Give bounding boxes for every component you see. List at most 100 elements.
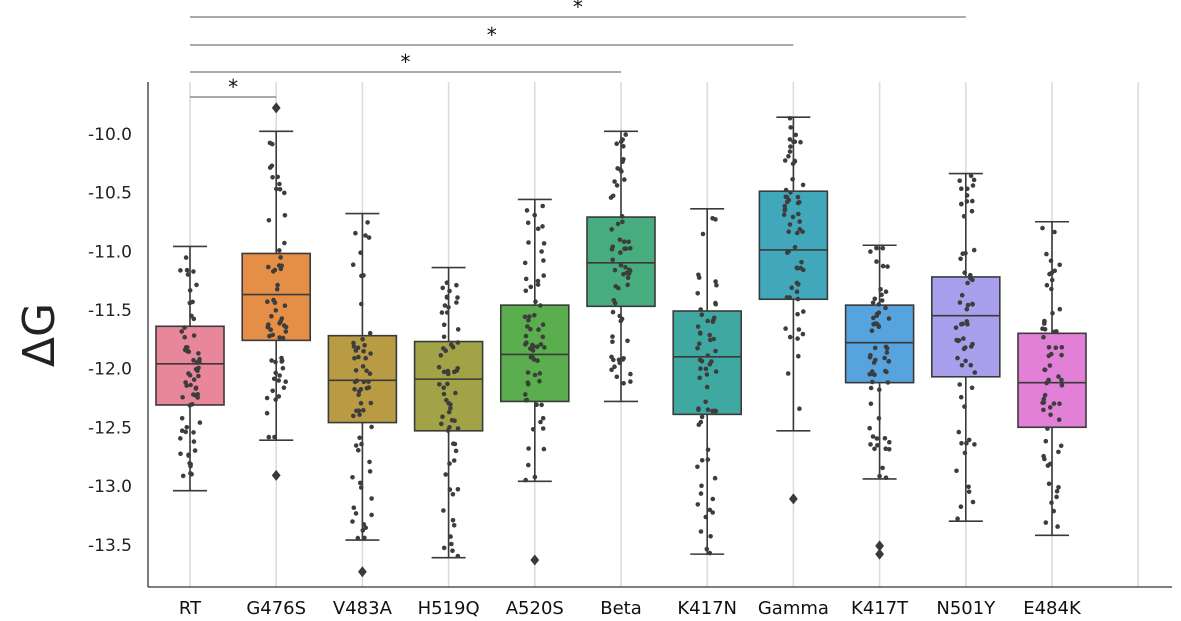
y-tick-label: -10.5 [88,184,132,204]
data-point [966,437,972,443]
data-point [711,336,717,342]
data-point [798,265,803,271]
data-point [451,458,457,463]
data-point [972,370,978,375]
data-point [1048,412,1053,418]
data-point [618,250,623,255]
data-point [351,344,357,349]
data-point [959,186,964,191]
data-point [880,465,885,471]
data-point [530,348,536,353]
data-point [883,368,888,374]
data-point [270,388,276,394]
data-point [957,300,963,305]
data-point [621,157,626,162]
data-point [877,387,882,393]
data-point [449,541,454,547]
data-point [269,314,274,319]
data-point [283,329,289,334]
data-point [612,179,617,184]
data-point [283,379,289,385]
data-point [1047,405,1053,410]
data-point [695,464,700,470]
data-point [1042,392,1048,398]
data-point [1041,396,1047,402]
data-point [277,335,282,340]
data-point [623,132,628,137]
data-point [883,344,889,350]
data-point [524,208,530,213]
data-point [540,224,545,229]
data-point [698,366,703,371]
data-point [1041,400,1047,405]
data-point [264,395,270,401]
data-point [535,278,541,284]
data-point [1055,524,1060,529]
data-point [956,429,962,435]
data-point [886,359,891,364]
data-point [186,453,191,458]
data-point [361,379,367,385]
data-point [695,291,700,296]
data-point [277,248,282,253]
data-point [446,409,452,415]
significance-star: * [573,0,583,19]
data-point [277,373,282,378]
data-point [357,480,363,486]
box-rt [155,245,225,492]
data-point [273,359,278,365]
data-point [625,282,630,288]
data-point [787,334,793,340]
data-point [1044,251,1049,257]
data-point [969,208,975,214]
significance-star: * [401,50,411,74]
data-point [621,356,626,361]
data-point [697,375,702,381]
data-point [367,469,373,474]
x-tick-label-g476s: G476S [246,598,306,619]
box-iqr [844,304,915,384]
data-point [713,369,719,374]
data-point [786,154,791,159]
data-point [873,357,878,363]
data-point [282,190,287,196]
significance-star: * [487,23,497,47]
data-points [178,116,1065,559]
data-point [957,382,962,387]
significance-bracket: * [190,0,966,19]
y-tick-label: -11.0 [88,242,132,262]
box-iqr [155,325,225,406]
data-point [444,294,450,300]
data-point [784,295,790,300]
data-point [876,416,882,421]
data-point [610,309,616,315]
data-point [696,272,701,278]
data-point [1051,401,1057,406]
data-point [792,139,798,144]
data-point [280,335,286,341]
significance-bracket: * [190,75,277,99]
data-point [970,341,975,347]
data-point [455,340,461,345]
data-point [351,505,357,511]
data-point [1052,329,1057,335]
data-point [356,389,362,394]
x-tick-label-n501y: N501Y [936,598,996,619]
data-point [626,239,631,245]
data-point [535,226,541,232]
data-point [970,302,975,307]
data-point [542,345,547,350]
data-point [1058,443,1064,449]
data-point [191,439,197,444]
data-point [961,336,966,341]
data-point [1045,426,1050,431]
data-point [628,246,633,251]
data-point [880,245,886,251]
x-tick-label-k417n: K417N [677,598,737,619]
data-point [707,332,712,338]
data-point [441,322,447,328]
data-point [886,447,892,452]
data-point [961,346,967,352]
data-point [183,255,189,260]
